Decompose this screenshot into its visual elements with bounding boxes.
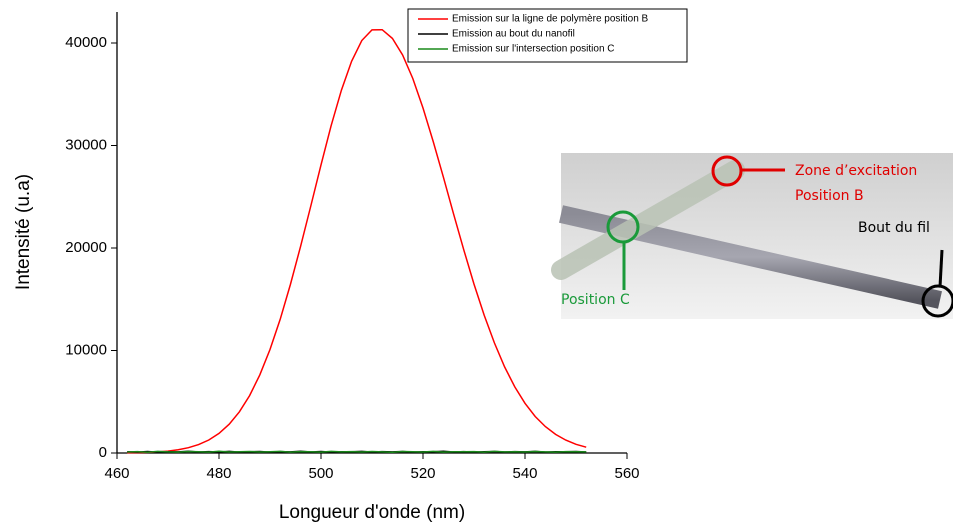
annotation: Bout du fil — [858, 220, 930, 236]
legend — [407, 8, 688, 63]
x-tick-label: 460 — [104, 465, 129, 482]
legend-label: Emission sur l'intersection position C — [452, 44, 615, 55]
inset-illustration: Zone d’excitation Position B Bout du fil… — [551, 153, 953, 319]
series-line — [127, 28, 587, 454]
x-tick-label: 560 — [614, 465, 639, 482]
circle-end — [921, 284, 953, 318]
annotation: Position C — [561, 292, 630, 308]
polymer-line — [551, 160, 745, 280]
x-tick-label: 500 — [308, 465, 333, 482]
legend-label: Emission sur la ligne de polymère positi… — [452, 14, 649, 25]
x-tick-label: 540 — [512, 465, 537, 482]
annotation: Zone d’excitation — [795, 163, 917, 179]
y-tick-label: 0 — [99, 444, 107, 461]
series-line — [127, 450, 587, 453]
x-tick-label: 480 — [206, 465, 231, 482]
x-tick-label: 520 — [410, 465, 435, 482]
y-tick-label: 10000 — [65, 341, 107, 358]
legend-label: Emission au bout du nanofil — [452, 29, 575, 40]
y-axis-title: Intensité (u.a) — [13, 174, 34, 290]
pointer-end — [938, 249, 944, 288]
y-tick-label: 30000 — [65, 136, 107, 153]
y-tick-label: 20000 — [65, 239, 107, 256]
annotation: Position B — [795, 188, 864, 204]
y-tick-label: 40000 — [65, 34, 107, 51]
x-axis-title: Longueur d'onde (nm) — [279, 502, 465, 523]
